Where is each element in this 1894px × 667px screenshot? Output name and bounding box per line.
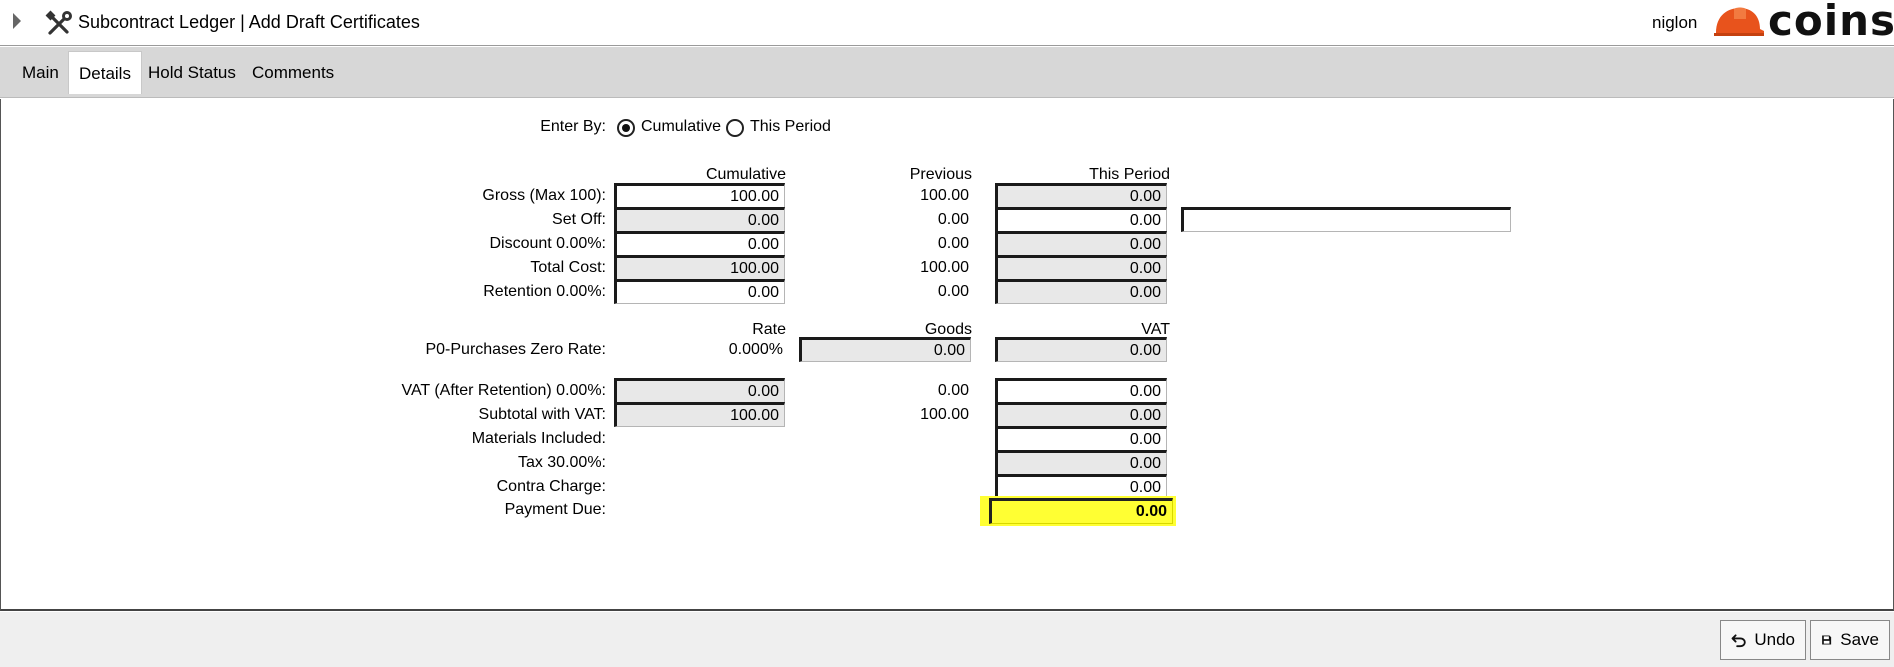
vat-after-retention-cumulative-field	[614, 378, 785, 403]
header-rate: Rate	[752, 321, 786, 338]
vat-after-retention-this-period-field[interactable]	[995, 378, 1167, 403]
radio-this-period[interactable]	[726, 119, 744, 137]
tab-main[interactable]: Main	[22, 63, 59, 82]
total-cost-cumulative-field	[614, 255, 785, 280]
payment-due-field	[989, 498, 1173, 524]
title-bar: Subcontract Ledger | Add Draft Certifica…	[0, 0, 1894, 46]
set-off-note-field[interactable]	[1181, 207, 1511, 232]
tab-comments[interactable]: Comments	[252, 63, 335, 82]
user-name: niglon	[1652, 13, 1698, 32]
expand-arrow-icon[interactable]	[13, 13, 21, 29]
total-cost-this-period-field	[995, 255, 1167, 280]
save-button[interactable]: Save	[1810, 620, 1890, 660]
set-off-this-period-field[interactable]	[995, 207, 1167, 232]
save-label: Save	[1840, 630, 1879, 649]
footer-bar: Undo Save	[0, 612, 1894, 667]
materials-included-field[interactable]	[995, 426, 1167, 451]
total-cost-previous-value: 100.00	[920, 259, 969, 276]
tab-bar: Main Details Hold Status Comments	[0, 47, 1894, 98]
coins-logo: coins	[1768, 0, 1894, 45]
window-title: Subcontract Ledger | Add Draft Certifica…	[78, 12, 420, 32]
discount-label: Discount 0.00%:	[489, 235, 606, 252]
header-previous: Previous	[909, 166, 972, 183]
tools-icon	[45, 10, 72, 35]
retention-previous-value: 0.00	[937, 283, 969, 300]
gross-previous-value: 100.00	[920, 187, 969, 204]
tab-details[interactable]: Details	[68, 51, 142, 94]
retention-label: Retention 0.00%:	[483, 283, 606, 300]
subtotal-with-vat-previous-value: 100.00	[920, 406, 969, 423]
discount-this-period-field	[995, 231, 1167, 256]
tax-field	[995, 450, 1167, 475]
header-cumulative: Cumulative	[705, 166, 786, 183]
header-vat: VAT	[1141, 321, 1170, 338]
contra-charge-field[interactable]	[995, 474, 1167, 499]
undo-icon	[1731, 634, 1746, 648]
vat-after-retention-label: VAT (After Retention) 0.00%:	[401, 382, 606, 399]
vat-amount-field	[995, 337, 1167, 362]
save-icon	[1822, 635, 1832, 645]
subtotal-with-vat-cumulative-field	[614, 402, 785, 427]
subtotal-with-vat-this-period-field	[995, 402, 1167, 427]
details-form: Enter By: Cumulative This Period Cumulat…	[0, 99, 1894, 611]
radio-cumulative-label: Cumulative	[641, 118, 722, 135]
undo-label: Undo	[1754, 630, 1795, 649]
total-cost-label: Total Cost:	[530, 259, 606, 276]
undo-button[interactable]: Undo	[1720, 620, 1806, 660]
payment-due-label: Payment Due:	[504, 501, 606, 518]
discount-cumulative-field[interactable]	[614, 231, 785, 256]
vat-code-label: P0-Purchases Zero Rate:	[425, 341, 606, 358]
vat-rate-value: 0.000%	[728, 341, 783, 358]
materials-included-label: Materials Included:	[471, 430, 606, 447]
set-off-previous-value: 0.00	[937, 211, 969, 228]
gross-cumulative-field[interactable]	[614, 183, 785, 208]
retention-cumulative-field[interactable]	[614, 279, 785, 304]
vat-goods-field	[799, 337, 971, 362]
set-off-cumulative-field	[614, 207, 785, 232]
subtotal-with-vat-label: Subtotal with VAT:	[478, 406, 606, 423]
radio-this-period-label: This Period	[750, 118, 831, 135]
vat-after-retention-previous-value: 0.00	[937, 382, 969, 399]
discount-previous-value: 0.00	[937, 235, 969, 252]
tab-hold-status[interactable]: Hold Status	[148, 63, 236, 82]
enter-by-label: Enter By:	[540, 118, 606, 135]
set-off-label: Set Off:	[552, 211, 606, 228]
hard-hat-icon	[1714, 7, 1764, 36]
retention-this-period-field	[995, 279, 1167, 304]
header-goods: Goods	[924, 321, 972, 338]
tax-label: Tax 30.00%:	[517, 454, 606, 471]
contra-charge-label: Contra Charge:	[496, 478, 606, 495]
gross-label: Gross (Max 100):	[482, 187, 606, 204]
radio-cumulative[interactable]	[617, 119, 635, 137]
header-this-period: This Period	[1089, 166, 1170, 183]
gross-this-period-field	[995, 183, 1167, 208]
